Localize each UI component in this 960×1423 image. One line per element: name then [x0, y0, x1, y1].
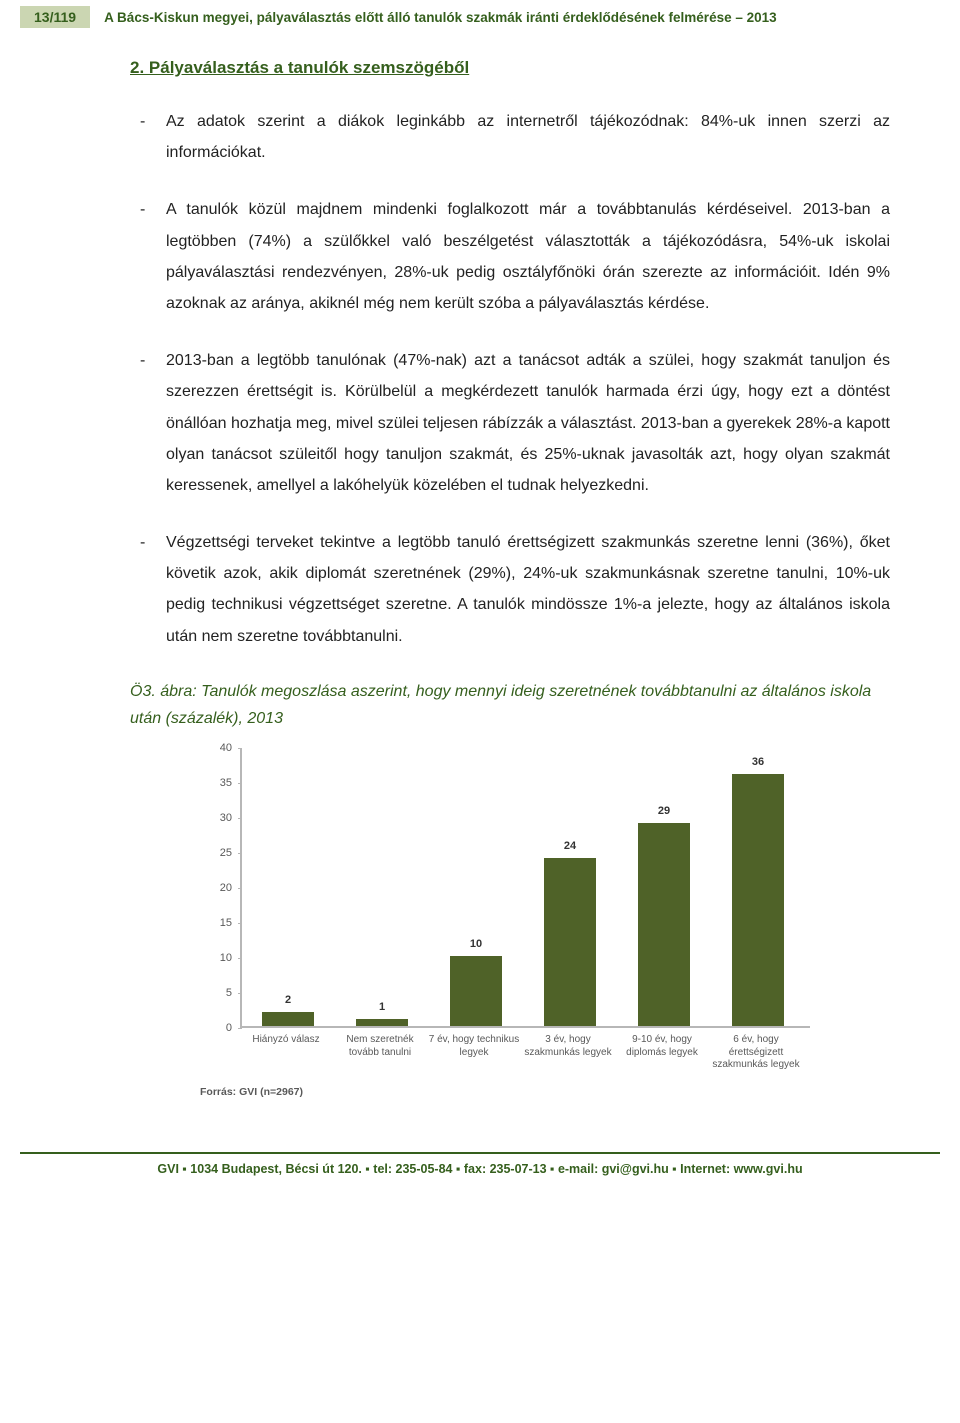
y-tick-mark	[238, 888, 242, 889]
y-tick-mark	[238, 958, 242, 959]
x-category-label: 6 év, hogy érettségizett szakmunkás legy…	[709, 1034, 803, 1072]
footer-text: GVI ▪ 1034 Budapest, Bécsi út 120. ▪ tel…	[0, 1154, 960, 1190]
bullet-item: 2013-ban a legtöbb tanulónak (47%-nak) a…	[130, 345, 890, 501]
bar: 36	[732, 774, 784, 1026]
bullet-item: Végzettségi terveket tekintve a legtöbb …	[130, 527, 890, 652]
figure-caption: Ö3. ábra: Tanulók megoszlása aszerint, h…	[130, 678, 890, 732]
bar: 1	[356, 1019, 408, 1026]
y-tick-mark	[238, 923, 242, 924]
bar-value-label: 10	[450, 938, 502, 950]
bullet-item: Az adatok szerint a diákok leginkább az …	[130, 106, 890, 168]
y-tick-mark	[238, 783, 242, 784]
document-title: A Bács-Kiskun megyei, pályaválasztás elő…	[90, 6, 777, 27]
y-tick-mark	[238, 748, 242, 749]
y-tick-label: 40	[200, 742, 232, 754]
x-category-label: Hiányzó válasz	[239, 1034, 333, 1047]
section-heading: 2. Pályaválasztás a tanulók szemszögéből	[130, 58, 890, 78]
plot-area: 2110242936	[240, 748, 810, 1028]
bar-value-label: 29	[638, 805, 690, 817]
bar-value-label: 2	[262, 994, 314, 1006]
y-tick-label: 20	[200, 882, 232, 894]
page-number-badge: 13/119	[20, 6, 90, 28]
x-category-label: 3 év, hogy szakmunkás legyek	[521, 1034, 615, 1059]
bar: 29	[638, 823, 690, 1026]
chart-container: 2110242936 0510152025303540Hiányzó válas…	[200, 748, 890, 1098]
x-category-label: 9-10 év, hogy diplomás legyek	[615, 1034, 709, 1059]
bullet-list: Az adatok szerint a diákok leginkább az …	[130, 106, 890, 652]
bar-value-label: 36	[732, 756, 784, 768]
x-category-label: 7 év, hogy technikus legyek	[427, 1034, 521, 1059]
page-header: 13/119 A Bács-Kiskun megyei, pályaválasz…	[0, 0, 960, 28]
y-tick-mark	[238, 818, 242, 819]
y-tick-label: 35	[200, 777, 232, 789]
page-content: 2. Pályaválasztás a tanulók szemszögéből…	[0, 28, 960, 1118]
bar-value-label: 24	[544, 840, 596, 852]
bar-value-label: 1	[356, 1001, 408, 1013]
x-category-label: Nem szeretnék tovább tanulni	[333, 1034, 427, 1059]
y-tick-label: 10	[200, 952, 232, 964]
document-page: 13/119 A Bács-Kiskun megyei, pályaválasz…	[0, 0, 960, 1190]
y-tick-label: 15	[200, 917, 232, 929]
bullet-item: A tanulók közül majdnem mindenki foglalk…	[130, 194, 890, 319]
y-tick-mark	[238, 993, 242, 994]
bar: 2	[262, 1012, 314, 1026]
bar: 24	[544, 858, 596, 1026]
y-tick-label: 25	[200, 847, 232, 859]
y-tick-mark	[238, 1028, 242, 1029]
bar: 10	[450, 956, 502, 1026]
bar-chart: 2110242936 0510152025303540Hiányzó válas…	[200, 748, 820, 1078]
y-tick-label: 5	[200, 987, 232, 999]
y-tick-mark	[238, 853, 242, 854]
chart-source: Forrás: GVI (n=2967)	[200, 1086, 890, 1098]
y-tick-label: 30	[200, 812, 232, 824]
y-tick-label: 0	[200, 1022, 232, 1034]
